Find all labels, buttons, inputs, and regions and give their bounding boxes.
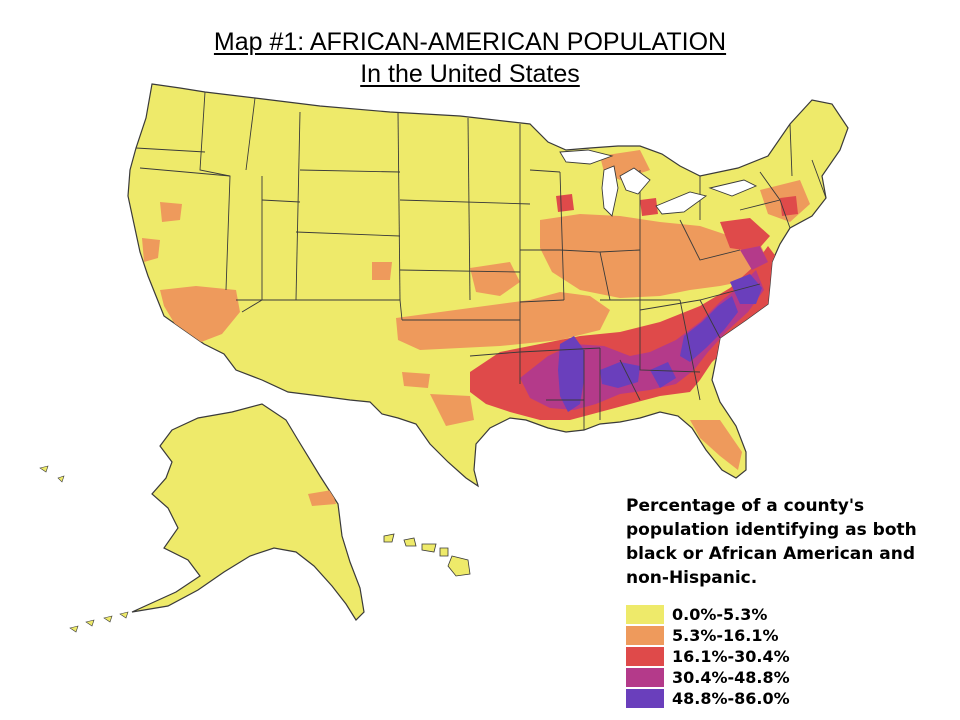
county-shading bbox=[142, 150, 810, 470]
state-borders bbox=[135, 91, 827, 430]
map-legend: Percentage of a county's population ident… bbox=[626, 494, 936, 709]
legend-item: 0.0%-5.3% bbox=[626, 604, 936, 624]
legend-label: 0.0%-5.3% bbox=[672, 604, 768, 624]
legend-swatch bbox=[626, 667, 664, 687]
legend-label: 5.3%-16.1% bbox=[672, 625, 779, 645]
legend-label: 48.8%-86.0% bbox=[672, 688, 790, 708]
legend-title: Percentage of a county's population ident… bbox=[626, 494, 936, 590]
legend-item: 16.1%-30.4% bbox=[626, 646, 936, 666]
legend-item: 48.8%-86.0% bbox=[626, 688, 936, 708]
legend-swatch bbox=[626, 604, 664, 624]
aleutian-islands bbox=[39, 465, 129, 633]
alaska-orange-area bbox=[308, 490, 336, 506]
legend-title-line: black or African American and bbox=[626, 544, 916, 564]
legend-swatch bbox=[626, 625, 664, 645]
alaska-landmass bbox=[131, 403, 365, 621]
legend-item: 30.4%-48.8% bbox=[626, 667, 936, 687]
legend-title-line: population identifying as both bbox=[626, 520, 917, 540]
legend-label: 16.1%-30.4% bbox=[672, 646, 790, 666]
legend-list: 0.0%-5.3% 5.3%-16.1% 16.1%-30.4% 30.4%-48.8… bbox=[626, 604, 936, 708]
map-title-line-1: Map #1: AFRICAN-AMERICAN POPULATION bbox=[213, 28, 727, 56]
legend-swatch bbox=[626, 646, 664, 666]
legend-swatch bbox=[626, 688, 664, 708]
legend-title-line: non-Hispanic. bbox=[626, 568, 758, 588]
map-title: Map #1: AFRICAN-AMERICAN POPULATION In t… bbox=[0, 26, 940, 90]
legend-item: 5.3%-16.1% bbox=[626, 625, 936, 645]
hawaii-islands bbox=[383, 533, 471, 577]
map-title-line-2: In the United States bbox=[360, 60, 580, 88]
legend-title-line: Percentage of a county's bbox=[626, 496, 865, 516]
legend-label: 30.4%-48.8% bbox=[672, 667, 790, 687]
great-lakes bbox=[559, 149, 758, 217]
